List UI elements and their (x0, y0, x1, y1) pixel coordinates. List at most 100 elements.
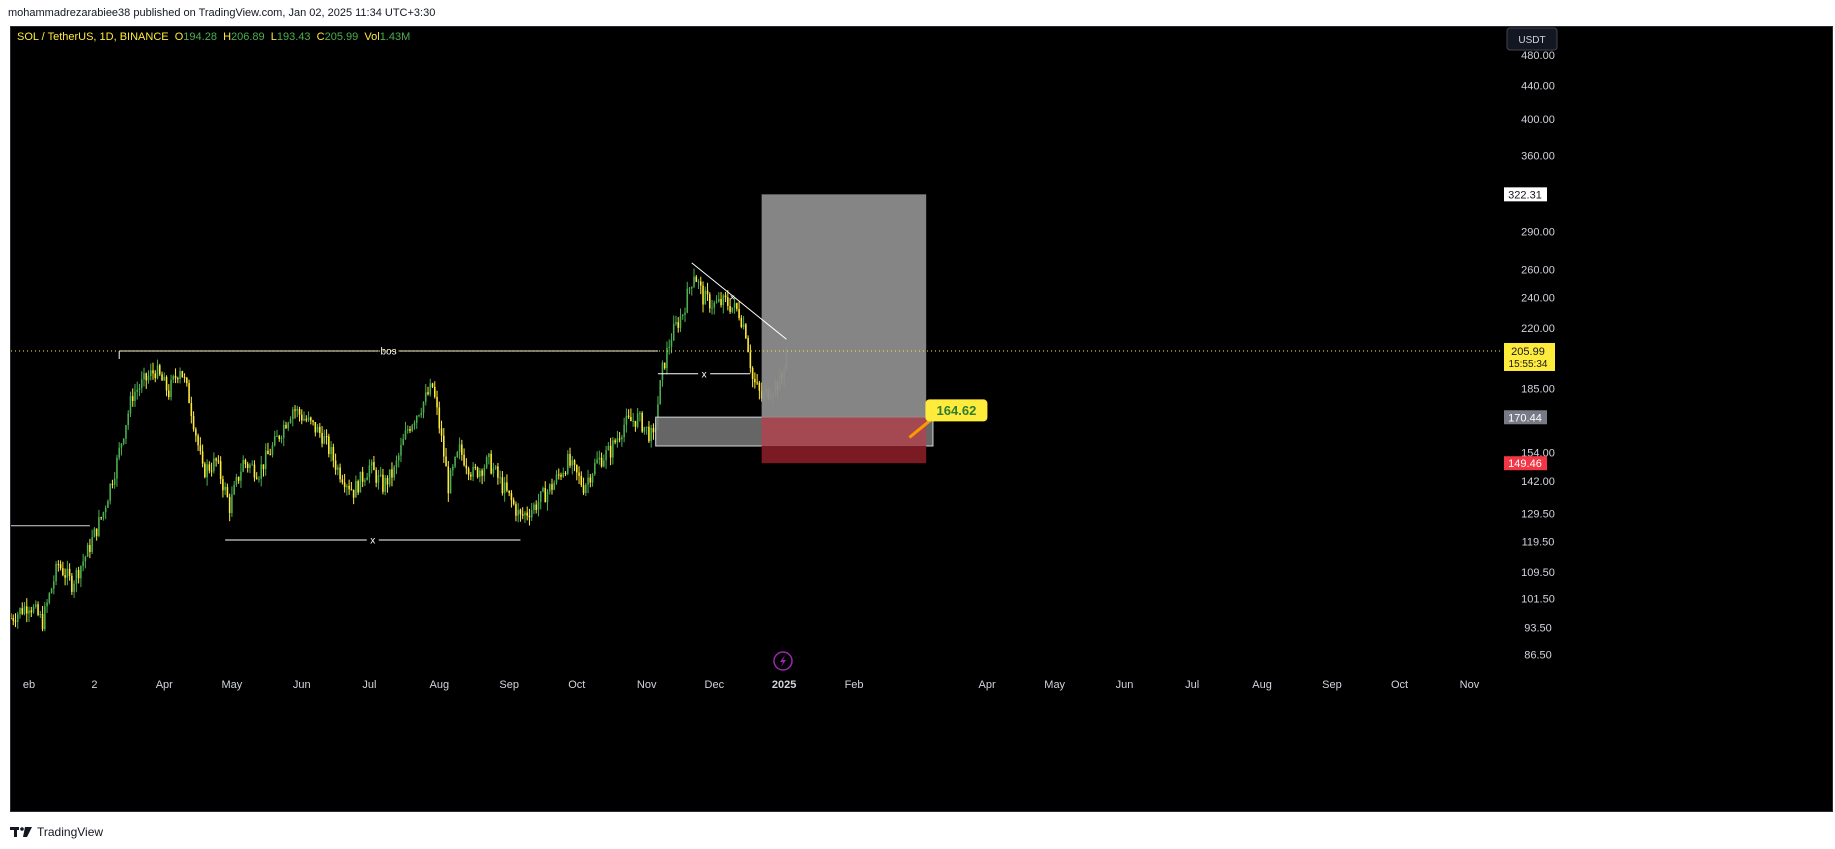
candle-body (53, 581, 55, 589)
candle-body (485, 457, 488, 468)
candle-body (346, 485, 348, 488)
current-price-tag: 205.99 (1511, 346, 1545, 358)
candle-body (483, 467, 486, 476)
time-tick-label: Oct (568, 679, 585, 691)
bos-label: bos (381, 346, 397, 357)
tradingview-logo-icon (10, 827, 32, 837)
target-price-tag-bg (1504, 187, 1547, 202)
tradingview-wordmark: TradingView (37, 825, 104, 839)
candle-body (109, 483, 111, 501)
price-tick-label: 101.50 (1521, 594, 1555, 606)
candle-body (296, 409, 299, 411)
candle-body (195, 429, 197, 436)
candle-body (738, 309, 740, 319)
candle-body (587, 477, 589, 485)
chart-panel[interactable]: bos x x × 164.62 480.00 440.00 400.00 360.00 290.… (10, 26, 1833, 812)
candle-body (666, 347, 668, 369)
candle-body (86, 545, 89, 557)
candle-body (41, 613, 44, 630)
candle-body (93, 528, 96, 538)
candle-body (456, 452, 459, 458)
candle-body (364, 480, 366, 482)
candle-body (618, 438, 621, 440)
candle-body (420, 412, 423, 416)
candle-body (675, 322, 677, 324)
candle-body (118, 447, 120, 458)
candle-body (443, 435, 445, 457)
candle-body (127, 413, 130, 426)
candle-body (530, 510, 533, 518)
candle-body (699, 281, 702, 286)
candle-body (197, 435, 199, 446)
candle-body (404, 430, 407, 440)
candle-body (609, 445, 612, 458)
time-tick-label: May (222, 679, 243, 691)
close-label: C (317, 31, 325, 43)
candle-body (122, 438, 125, 444)
candle-body (48, 593, 51, 603)
candle-body (454, 457, 456, 467)
candle-body (379, 474, 382, 476)
candle-body (255, 477, 258, 479)
candle-body (433, 386, 436, 397)
candle-body (497, 466, 499, 478)
candle-body (156, 365, 159, 379)
candle-body (310, 417, 312, 421)
candle-body (736, 303, 738, 310)
time-tick-label: 2 (91, 679, 97, 691)
candle-body (573, 460, 576, 465)
candle-body (668, 346, 671, 348)
candle-body (562, 472, 565, 477)
candle-body (334, 460, 337, 470)
candle-body (32, 606, 35, 613)
candle-body (21, 608, 24, 614)
candle-body (605, 450, 607, 461)
candle-body (120, 443, 123, 448)
close-value: 205.99 (325, 31, 365, 43)
candle-body (571, 460, 574, 466)
candle-body (645, 426, 648, 428)
candle-body (681, 314, 684, 317)
candle-body (249, 464, 251, 468)
candle-body (12, 618, 15, 621)
candle-body (168, 390, 170, 398)
candle-body (659, 380, 661, 405)
candle-body (183, 377, 186, 379)
candle-body (413, 422, 416, 426)
candle-body (501, 477, 504, 494)
candle-body (339, 467, 341, 480)
stop-zone-box-lower (761, 445, 927, 464)
candle-body (693, 276, 695, 287)
time-tick-label: Aug (1252, 679, 1272, 691)
tradingview-footer[interactable]: TradingView (10, 823, 103, 841)
candle-body (727, 297, 729, 306)
candle-body (616, 438, 619, 443)
candle-body (724, 295, 727, 298)
candle-body (147, 375, 150, 381)
candle-body (670, 340, 673, 347)
candle-body (566, 453, 569, 474)
price-chart[interactable]: bos x x × 164.62 480.00 440.00 400.00 360.00 290.… (11, 27, 1833, 812)
currency-badge (1506, 27, 1558, 51)
price-tick-label: 109.50 (1521, 567, 1555, 579)
candle-body (494, 466, 497, 469)
candle-body (517, 509, 519, 516)
candle-body (206, 464, 208, 478)
candle-body (560, 474, 562, 477)
candle-body (269, 454, 272, 456)
time-tick-label: Sep (499, 679, 519, 691)
candle-body (400, 445, 402, 456)
candle-body (519, 509, 522, 515)
candle-body (711, 307, 713, 309)
candle-body (632, 420, 634, 422)
candle-body (623, 424, 625, 438)
candle-body (733, 303, 736, 308)
candle-body (503, 482, 506, 494)
candle-body (102, 512, 105, 518)
candle-body (539, 491, 542, 502)
candle-body (305, 418, 308, 421)
time-tick-label: Jul (1185, 679, 1199, 691)
candle-body (215, 458, 217, 461)
candle-body (95, 528, 98, 536)
time-tick-label: Apr (156, 679, 173, 691)
